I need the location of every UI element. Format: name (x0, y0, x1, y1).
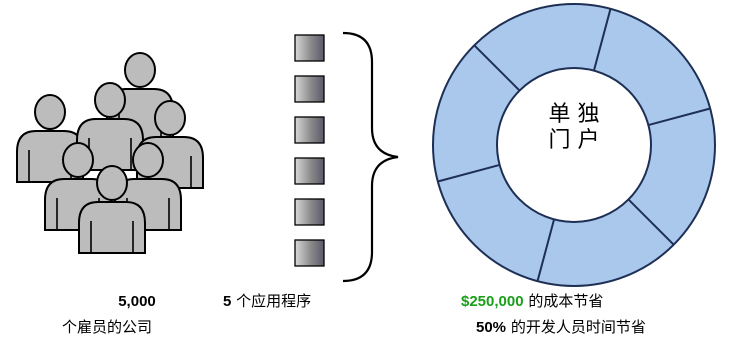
time-savings-percent: 50% (476, 319, 507, 336)
portal-ring-segment-divider (536, 219, 556, 282)
application-block (294, 75, 325, 103)
applications-caption: 5 个应用程序 (223, 292, 311, 311)
portal-ring-segment-divider (473, 44, 521, 92)
curly-brace-icon (342, 31, 399, 283)
applications-label: 个应用程序 (236, 292, 312, 310)
employees-count-value: 5,000 (118, 293, 156, 310)
portal-ring-segment-divider (648, 107, 711, 127)
employees-crowd-icon (16, 52, 204, 254)
application-block (294, 116, 325, 144)
applications-stack (294, 34, 325, 267)
application-block (294, 157, 325, 185)
portal-ring-inner (496, 67, 652, 223)
application-block (294, 239, 325, 267)
portal-ring-segment-divider (437, 163, 500, 183)
cost-savings-label: 的成本节省 (528, 292, 604, 310)
cost-savings-amount: $250,000 (461, 293, 524, 310)
applications-count: 5 (223, 293, 232, 310)
employees-count: 5,000 (112, 292, 162, 311)
time-savings-label: 的开发人员时间节省 (510, 318, 646, 336)
cost-savings-caption: $250,000 的成本节省 (461, 292, 603, 311)
portal-ring-segment-divider (592, 8, 612, 71)
portal-ring (432, 3, 716, 287)
application-block (294, 198, 325, 226)
time-savings-caption: 50% 的开发人员时间节省 (476, 318, 646, 337)
portal-ring-segment-divider (627, 198, 675, 246)
portal-center-line2: 门 户 (549, 128, 600, 153)
portal-center-line1: 单 独 (549, 102, 600, 127)
application-block (294, 34, 325, 62)
employees-label: 个雇员的公司 (62, 318, 153, 336)
person-icon (78, 165, 146, 254)
